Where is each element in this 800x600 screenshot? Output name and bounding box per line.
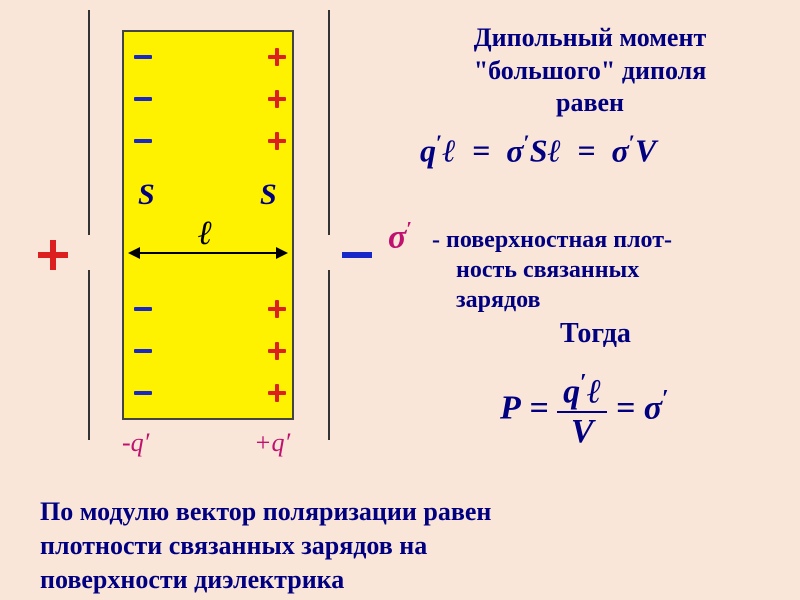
area-label-left: S xyxy=(138,178,155,212)
bound-minus-icon xyxy=(134,55,152,59)
heading-line-2: "большого" диполя xyxy=(390,55,790,88)
bound-plus-icon xyxy=(268,384,286,402)
bound-minus-icon xyxy=(134,349,152,353)
charge-label-negative: -q′ xyxy=(122,428,149,458)
left-plate-bottom xyxy=(88,270,90,440)
conclusion-text: По модулю вектор поляризации равен плотн… xyxy=(40,495,780,596)
heading-line-3: равен xyxy=(390,87,790,120)
conclusion-line-1: По модулю вектор поляризации равен xyxy=(40,495,780,529)
sigma-prime-symbol: σ′ xyxy=(388,218,412,256)
sigma-description: - поверхностная плот- ность связанных за… xyxy=(432,225,792,315)
then-label: Тогда xyxy=(560,318,631,350)
capacitor-diagram: S S ℓ -q′ +q′ xyxy=(30,10,360,460)
length-label: ℓ xyxy=(198,215,213,253)
formula-polarization: P = q′ℓV = σ′ xyxy=(500,370,669,451)
bound-minus-icon xyxy=(134,97,152,101)
left-plate-top xyxy=(88,10,90,235)
bound-plus-icon xyxy=(268,342,286,360)
area-label-right: S xyxy=(260,178,277,212)
bound-plus-icon xyxy=(268,300,286,318)
bound-minus-icon xyxy=(134,139,152,143)
bound-plus-icon xyxy=(268,48,286,66)
left-plate-plus-icon xyxy=(38,240,68,270)
bound-plus-icon xyxy=(268,132,286,150)
bound-plus-icon xyxy=(268,90,286,108)
bound-minus-icon xyxy=(134,307,152,311)
right-plate-top xyxy=(328,10,330,235)
conclusion-line-3: поверхности диэлектрика xyxy=(40,563,780,597)
charge-label-positive: +q′ xyxy=(254,428,290,458)
heading-dipole-moment: Дипольный момент "большого" диполя равен xyxy=(390,22,790,120)
right-plate-bottom xyxy=(328,270,330,440)
sigma-desc-line-3: зарядов xyxy=(432,285,792,315)
bound-minus-icon xyxy=(134,391,152,395)
right-plate-minus-icon xyxy=(342,252,372,258)
heading-line-1: Дипольный момент xyxy=(390,22,790,55)
sigma-desc-line-2: ность связанных xyxy=(432,255,792,285)
sigma-desc-line-1: - поверхностная плот- xyxy=(432,225,792,255)
formula-dipole-moment: q′ℓ = σ′Sℓ = σ′V xyxy=(420,130,656,170)
conclusion-line-2: плотности связанных зарядов на xyxy=(40,529,780,563)
